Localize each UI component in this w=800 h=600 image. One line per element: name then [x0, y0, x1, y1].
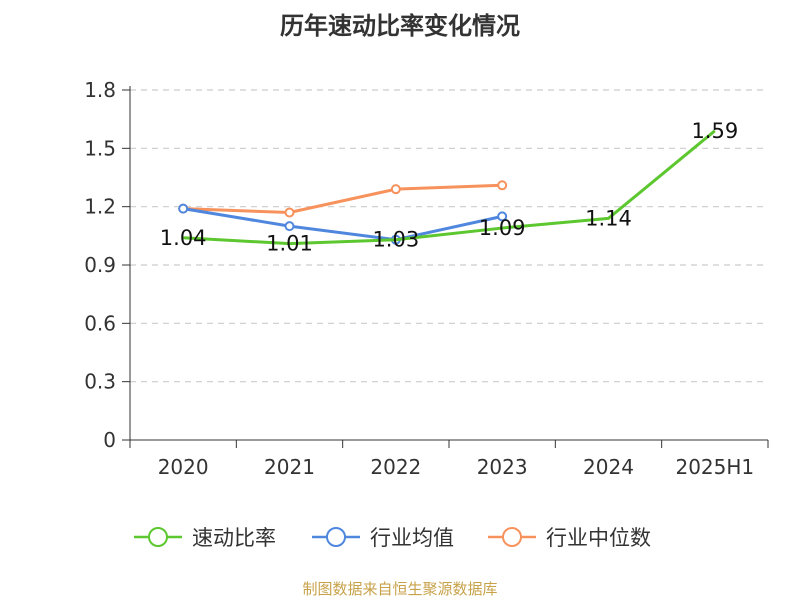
source-note: 制图数据来自恒生聚源数据库: [302, 580, 498, 598]
legend-marker: [148, 527, 168, 547]
y-tick-label: 1.8: [84, 78, 116, 102]
x-tick-label: 2024: [583, 455, 634, 479]
data-point: [497, 211, 508, 222]
x-tick-label: 2023: [477, 455, 528, 479]
legend-marker: [326, 527, 346, 547]
data-point: [284, 207, 295, 218]
data-point: [178, 203, 189, 214]
chart-title: 历年速动比率变化情况: [280, 12, 520, 40]
x-tick-label: 2021: [264, 455, 315, 479]
y-tick-label: 1.2: [84, 195, 116, 219]
y-tick-label: 0.3: [84, 370, 116, 394]
data-label: 1.59: [691, 119, 738, 143]
y-tick-label: 0.6: [84, 311, 116, 335]
data-point: [497, 180, 508, 191]
legend-label: 行业均值: [370, 526, 454, 550]
x-tick-label: 2022: [370, 455, 421, 479]
x-tick-label: 2020: [158, 455, 209, 479]
series-line: [183, 129, 716, 246]
data-label: 1.14: [585, 206, 632, 230]
series-line: [183, 183, 503, 214]
data-label: 1.01: [266, 232, 313, 256]
data-label: 1.04: [160, 226, 207, 250]
legend-label: 行业中位数: [546, 526, 651, 550]
legend-label: 速动比率: [192, 526, 276, 550]
y-tick-label: 0.9: [84, 253, 116, 277]
x-tick-label: 2025H1: [675, 455, 754, 479]
y-tick-label: 1.5: [84, 136, 116, 160]
data-point: [284, 221, 295, 232]
data-point: [390, 184, 401, 195]
legend-marker: [502, 527, 522, 547]
series-line: [182, 207, 503, 242]
y-tick-label: 0: [103, 428, 116, 452]
data-label: 1.03: [372, 228, 419, 252]
data-label: 1.09: [479, 216, 526, 240]
